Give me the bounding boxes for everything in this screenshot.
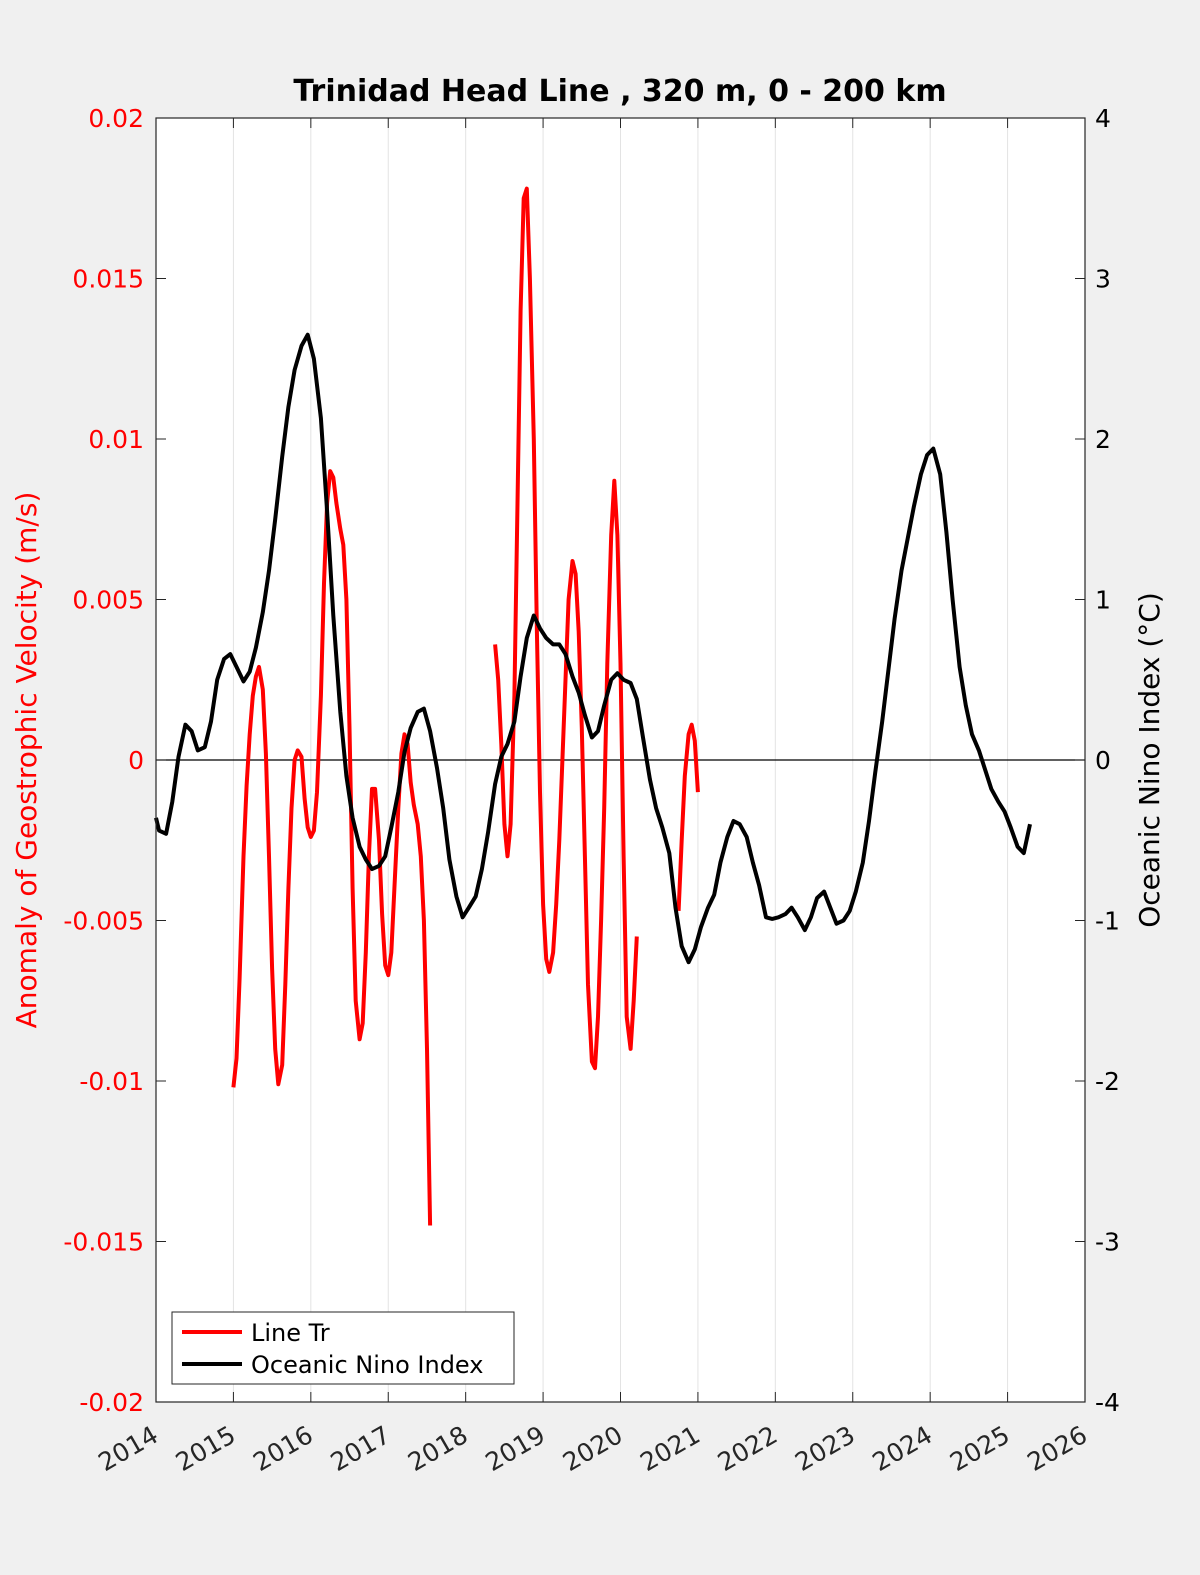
y-right-tick-label: -1	[1095, 907, 1120, 936]
legend-label-oni: Oceanic Nino Index	[251, 1351, 483, 1379]
y-left-tick-label: -0.015	[63, 1228, 144, 1257]
y-right-tick-label: 0	[1095, 746, 1111, 775]
series-layer	[154, 186, 1032, 1226]
y-axis-left: -0.02 -0.015 -0.01 -0.005 0 0.005 0.01 0.015 0.0…	[63, 104, 166, 1417]
y-left-tick-label: 0.005	[72, 586, 144, 615]
y-left-tick-label: -0.005	[63, 907, 144, 936]
legend-box	[171, 1311, 515, 1385]
y-right-axis-label: Oceanic Nino Index (°C)	[1133, 592, 1166, 928]
series-line-line-tr	[231, 469, 433, 1226]
legend: Line Tr Oceanic Nino Index	[171, 1311, 515, 1385]
series-line-oceanic-nino-index	[154, 332, 1032, 965]
series-line-line-tr	[493, 186, 639, 1071]
y-left-tick-label: -0.02	[79, 1388, 144, 1417]
series-line-line-tr	[676, 722, 700, 911]
y-left-tick-label: 0.015	[72, 265, 144, 294]
y-right-tick-label: -3	[1095, 1228, 1120, 1257]
y-left-axis-label: Anomaly of Geostrophic Velocity (m/s)	[10, 492, 43, 1029]
y-left-tick-label: 0.02	[88, 104, 144, 133]
legend-label-line-tr: Line Tr	[251, 1319, 330, 1347]
chart-title: Trinidad Head Line , 320 m, 0 - 200 km	[293, 74, 946, 109]
y-right-tick-label: 1	[1095, 586, 1111, 615]
y-right-tick-label: 3	[1095, 265, 1111, 294]
y-right-tick-label: -2	[1095, 1067, 1120, 1096]
y-axis-right: -4 -3 -2 -1 0 1 2 3 4	[1075, 104, 1120, 1417]
y-right-tick-label: 4	[1095, 104, 1111, 133]
y-left-tick-label: -0.01	[79, 1067, 144, 1096]
y-left-tick-label: 0.01	[88, 425, 144, 454]
y-left-tick-label: 0	[128, 746, 144, 775]
y-right-tick-label: -4	[1095, 1388, 1120, 1417]
y-right-tick-label: 2	[1095, 425, 1111, 454]
